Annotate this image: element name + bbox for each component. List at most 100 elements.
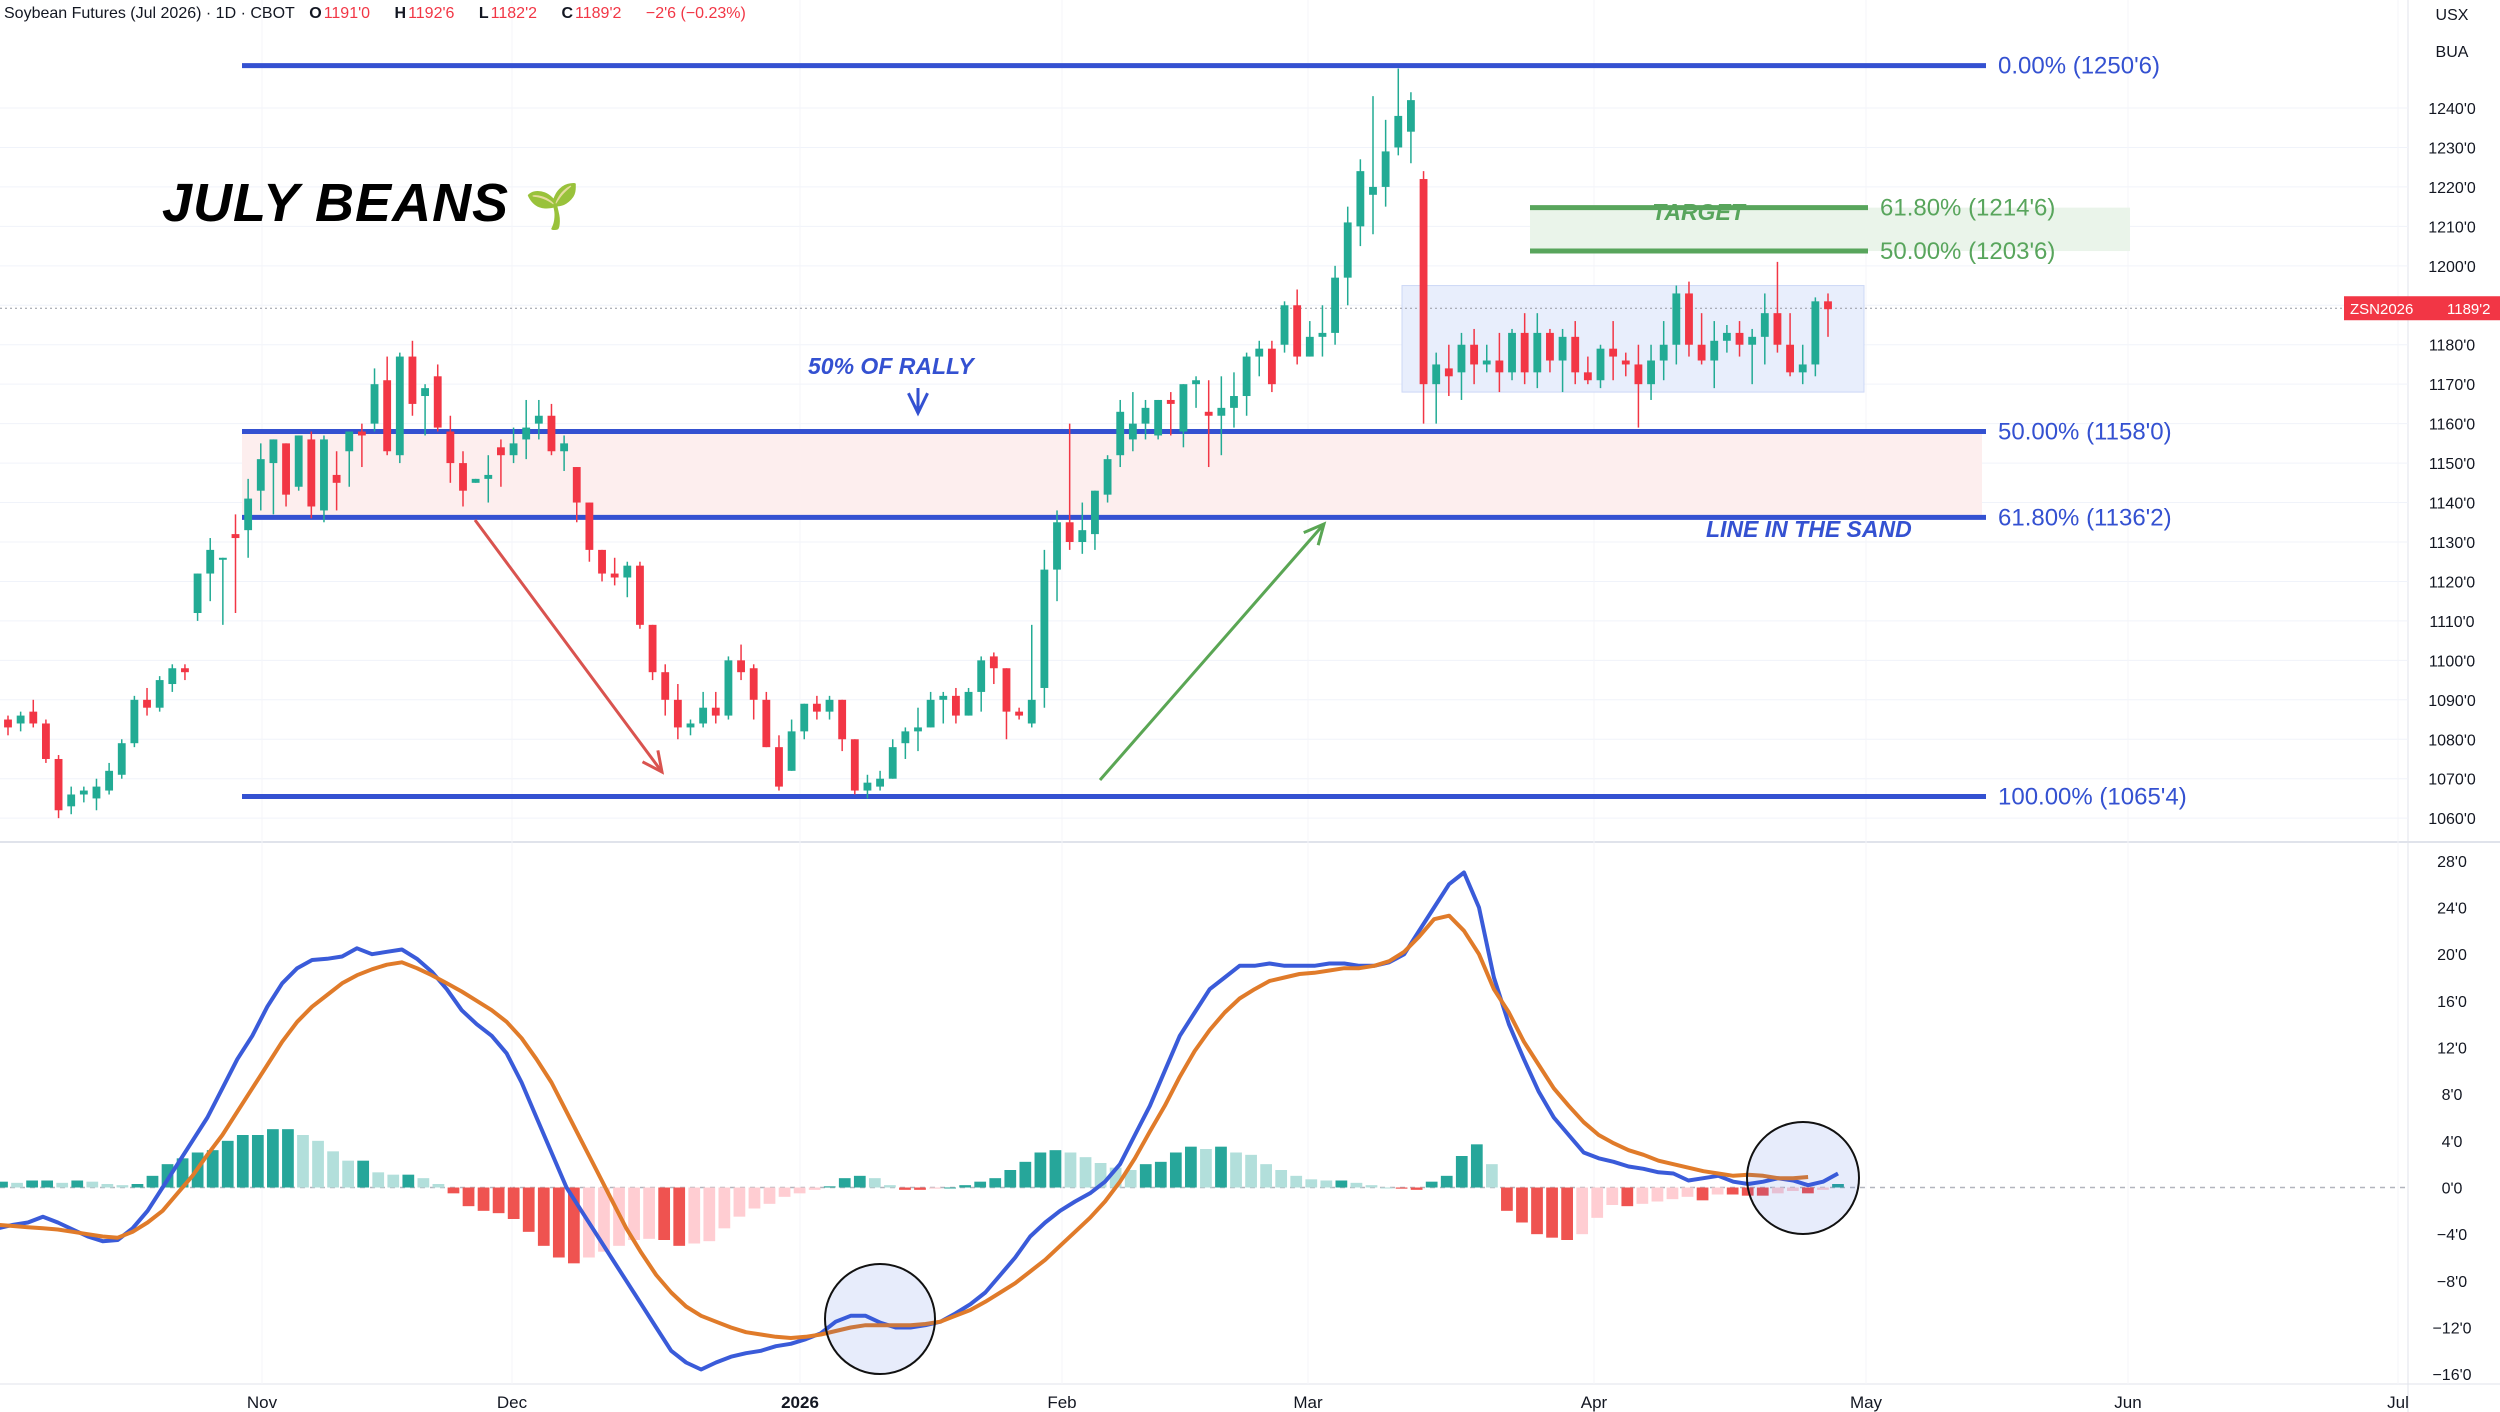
candle-body (1381, 151, 1390, 187)
macd-histogram-bar (1260, 1164, 1273, 1188)
macd-tick-label: −8'0 (2437, 1274, 2467, 1291)
candle-body (585, 502, 594, 550)
y-tick-label: 1060'0 (2428, 811, 2476, 828)
candle-body (1204, 411, 1213, 416)
macd-histogram-bar (1546, 1187, 1558, 1238)
macd-histogram-bar (929, 1187, 941, 1189)
candle-body (1369, 186, 1377, 195)
candle-body (54, 758, 63, 811)
axes: 1240'01230'01220'01210'01200'01190'01180… (247, 7, 2500, 1412)
candle-body (231, 534, 240, 539)
price-tag-value: 1189'2 (2447, 301, 2490, 318)
candle-body (888, 747, 897, 779)
candle-body (1634, 364, 1643, 385)
y-tick-label: 1150'0 (2429, 456, 2475, 473)
macd-histogram-bar (1817, 1187, 1829, 1190)
candle-body (1305, 336, 1314, 357)
candle-body (256, 459, 265, 491)
candle-body (863, 782, 872, 791)
candle-body (471, 478, 480, 483)
candle-body (244, 498, 253, 531)
x-tick-label: May (1850, 1393, 1883, 1412)
candle-body (686, 723, 695, 728)
macd-histogram-bar (823, 1186, 836, 1188)
candle-body (951, 695, 960, 716)
macd-histogram-bar (1245, 1154, 1257, 1188)
candle-body (1179, 384, 1188, 432)
candle-body (1293, 305, 1302, 357)
candle-body (459, 463, 467, 491)
macd-histogram-bar (989, 1178, 1002, 1188)
macd-tick-label: 12'0 (2437, 1041, 2467, 1058)
symbol-title[interactable]: Soybean Futures (Jul 2026) · 1D · CBOT (4, 5, 295, 22)
macd-histogram-bar (1591, 1187, 1604, 1218)
up-trend-arrow (1098, 523, 1326, 781)
macd-histogram-bar (387, 1174, 400, 1188)
candle-body (1116, 411, 1125, 456)
candle-body (914, 727, 922, 732)
candle-body (181, 668, 189, 673)
candle-body (1154, 399, 1163, 436)
macd-tick-label: −16'0 (2432, 1367, 2471, 1384)
candle-body (1343, 222, 1352, 278)
macd-histogram-bar (56, 1182, 69, 1188)
candle-body (79, 790, 88, 795)
macd-histogram-bar (372, 1172, 385, 1188)
high-value: 1192'6 (408, 5, 455, 22)
candle-body (648, 624, 657, 673)
zones (242, 207, 2130, 518)
macd-histogram-bar (1606, 1187, 1619, 1205)
y-tick-label: 1220'0 (2428, 180, 2476, 197)
macd-histogram-bar (703, 1187, 716, 1242)
macd-histogram-bar (327, 1151, 339, 1188)
candle-body (1786, 344, 1795, 373)
rally-pointer-arrow-head (907, 392, 929, 417)
candle-body (155, 680, 164, 708)
candle-body (1166, 399, 1175, 404)
macd-tick-label: 8'0 (2442, 1087, 2463, 1104)
candle-body (699, 707, 708, 724)
candle-body (1647, 360, 1655, 385)
macd-histogram-bar (1455, 1156, 1468, 1188)
macd-histogram-bar (1350, 1182, 1363, 1188)
candle-body (1444, 368, 1453, 377)
sand-note: LINE IN THE SAND (1706, 516, 1912, 542)
macd-histogram-bar (1636, 1187, 1649, 1204)
annotations: 50% OF RALLY TARGET LINE IN THE SAND (808, 199, 1912, 542)
candle-body (939, 695, 948, 700)
candle-body (357, 431, 366, 436)
y-tick-label: 1230'0 (2428, 140, 2476, 157)
candle-body (787, 731, 796, 771)
currency-label: USX (2436, 7, 2469, 24)
candle-body (724, 660, 733, 716)
macd-histogram-bar (1531, 1187, 1543, 1235)
macd-histogram-bar (763, 1187, 776, 1204)
y-tick-label: 1130'0 (2429, 535, 2475, 552)
candle-body (1824, 301, 1832, 310)
candle-body (534, 415, 543, 424)
macd-histogram-bar (146, 1175, 159, 1188)
y-tick-label: 1180'0 (2429, 338, 2475, 355)
candle-body (850, 739, 859, 791)
open-value: 1191'0 (323, 5, 371, 22)
candle-body (838, 699, 847, 740)
macd-histogram-bar (1109, 1167, 1122, 1188)
candle-body (193, 573, 202, 614)
y-tick-label: 1090'0 (2428, 693, 2476, 710)
macd-histogram-bar (1501, 1187, 1513, 1211)
y-tick-label: 1100'0 (2429, 653, 2475, 670)
candle-body (1065, 522, 1074, 542)
macd-histogram-bar (1410, 1187, 1423, 1190)
candle-body (547, 415, 556, 452)
macd-histogram-bar (1305, 1179, 1318, 1188)
macd-histogram-bar (26, 1180, 38, 1188)
macd-histogram-bar (1651, 1187, 1664, 1202)
macd-histogram-bar (974, 1181, 987, 1188)
macd-histogram-bar (1786, 1187, 1799, 1191)
macd-histogram (0, 1129, 1844, 1264)
macd-histogram-bar (1395, 1187, 1408, 1189)
macd-histogram-bar (1771, 1187, 1784, 1194)
macd-histogram-bar (282, 1129, 294, 1188)
candle-body (623, 565, 632, 578)
